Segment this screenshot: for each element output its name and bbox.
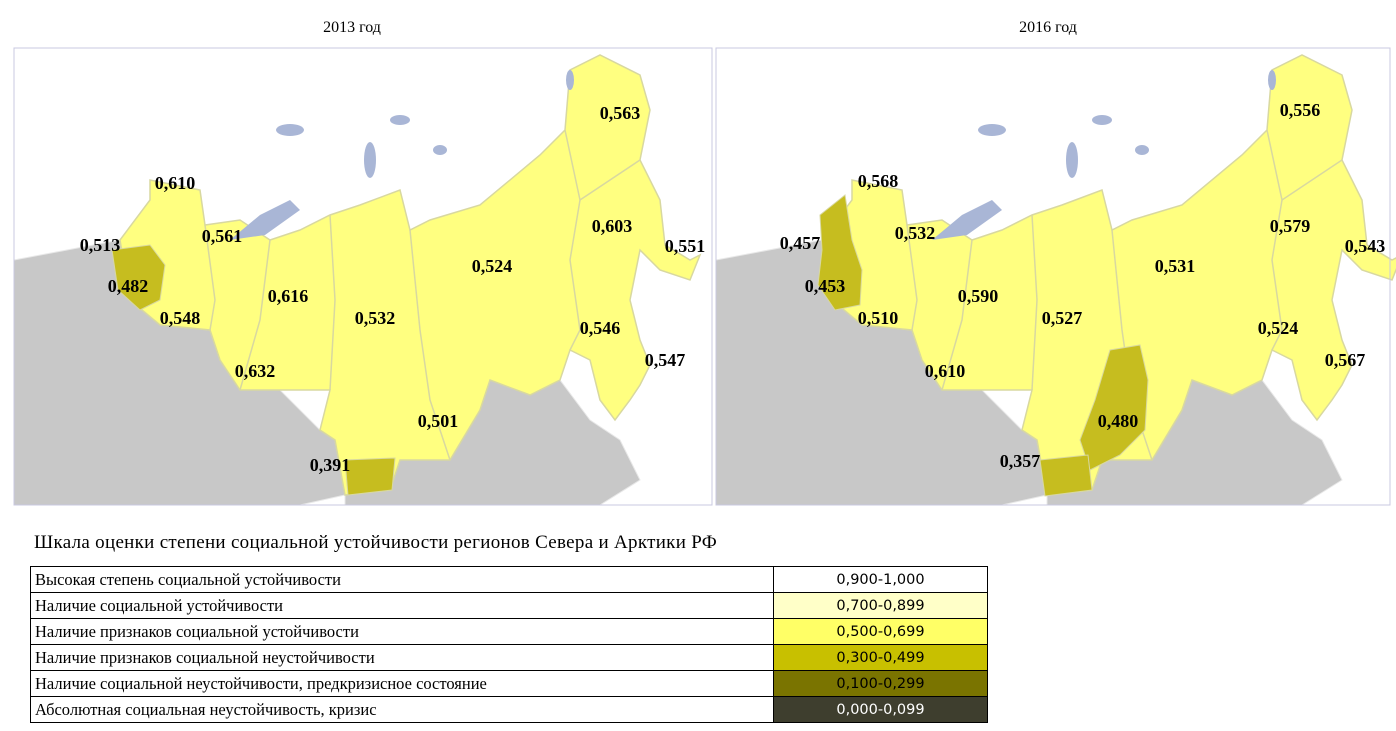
maps: 2013 год 2016 год 0,563 0,610 0,513 0,561 0,… xyxy=(13,19,1396,506)
region-low xyxy=(344,457,396,496)
range-cell: 0,100-0,299 xyxy=(773,670,988,697)
region-value: 0,543 xyxy=(1345,236,1386,256)
legend-row: Наличие признаков социальной устойчивост… xyxy=(30,618,988,645)
region-value: 0,457 xyxy=(780,233,821,253)
legend-row: Абсолютная социальная неустойчивость, кр… xyxy=(30,696,988,723)
region-value: 0,391 xyxy=(310,455,351,475)
region-low xyxy=(1039,454,1093,497)
region-value: 0,453 xyxy=(805,276,846,296)
region-low xyxy=(111,244,166,311)
legend-table: Высокая степень социальной устойчивости 0… xyxy=(30,566,988,723)
legend-row: Наличие признаков социальной неустойчиво… xyxy=(30,644,988,671)
range-cell: 0,300-0,499 xyxy=(773,644,988,671)
label-cell: Наличие признаков социальной устойчивост… xyxy=(30,618,774,645)
region-value: 0,556 xyxy=(1280,100,1321,120)
map-title: 2013 год xyxy=(323,19,381,36)
range-cell: 0,500-0,699 xyxy=(773,618,988,645)
label-cell: Наличие признаков социальной неустойчиво… xyxy=(30,644,774,671)
region-value: 0,501 xyxy=(418,411,459,431)
region-low xyxy=(1079,344,1149,471)
region-value: 0,480 xyxy=(1098,411,1139,431)
label-cell: Наличие социальной устойчивости xyxy=(30,592,774,619)
legend-row: Высокая степень социальной устойчивости 0… xyxy=(30,566,988,593)
region-value: 0,548 xyxy=(160,308,201,328)
region-value: 0,547 xyxy=(645,350,686,370)
panel-border xyxy=(13,47,713,506)
legend-row: Наличие социальной устойчивости 0,700-0,8… xyxy=(30,592,988,619)
region-value: 0,590 xyxy=(958,286,999,306)
label-cell: Абсолютная социальная неустойчивость, кр… xyxy=(30,696,774,723)
region-value: 0,546 xyxy=(580,318,621,338)
legend-row: Наличие социальной неустойчивости, предк… xyxy=(30,670,988,697)
map-title: 2016 год xyxy=(1019,19,1077,36)
range-cell: 0,700-0,899 xyxy=(773,592,988,619)
region-value: 0,616 xyxy=(268,286,309,306)
region-value: 0,510 xyxy=(858,308,899,328)
region-value: 0,531 xyxy=(1155,256,1196,276)
region-value: 0,524 xyxy=(1258,318,1299,338)
region-value: 0,610 xyxy=(925,361,966,381)
legend-title: Шкала оценки степени социальной устойчив… xyxy=(34,532,718,553)
range-cell: 0,900-1,000 xyxy=(773,566,988,593)
region-value: 0,632 xyxy=(235,361,276,381)
region-value: 0,532 xyxy=(895,223,936,243)
region-value: 0,603 xyxy=(592,216,633,236)
label-cell: Высокая степень социальной устойчивости xyxy=(30,566,774,593)
region-value: 0,567 xyxy=(1325,350,1366,370)
region-value: 0,513 xyxy=(80,235,121,255)
region-value: 0,527 xyxy=(1042,308,1083,328)
region-value: 0,482 xyxy=(108,276,149,296)
region-value: 0,579 xyxy=(1270,216,1311,236)
range-cell: 0,000-0,099 xyxy=(773,696,988,723)
region-value: 0,561 xyxy=(202,226,243,246)
region-value: 0,524 xyxy=(472,256,513,276)
region-value: 0,357 xyxy=(1000,451,1041,471)
region-low xyxy=(817,194,863,311)
label-cell: Наличие социальной неустойчивости, предк… xyxy=(30,670,774,697)
region-value: 0,551 xyxy=(665,236,706,256)
region-value: 0,563 xyxy=(600,103,641,123)
region-value: 0,532 xyxy=(355,308,396,328)
region-value: 0,610 xyxy=(155,173,196,193)
region-value: 0,568 xyxy=(858,171,899,191)
panel-border xyxy=(715,47,1391,506)
